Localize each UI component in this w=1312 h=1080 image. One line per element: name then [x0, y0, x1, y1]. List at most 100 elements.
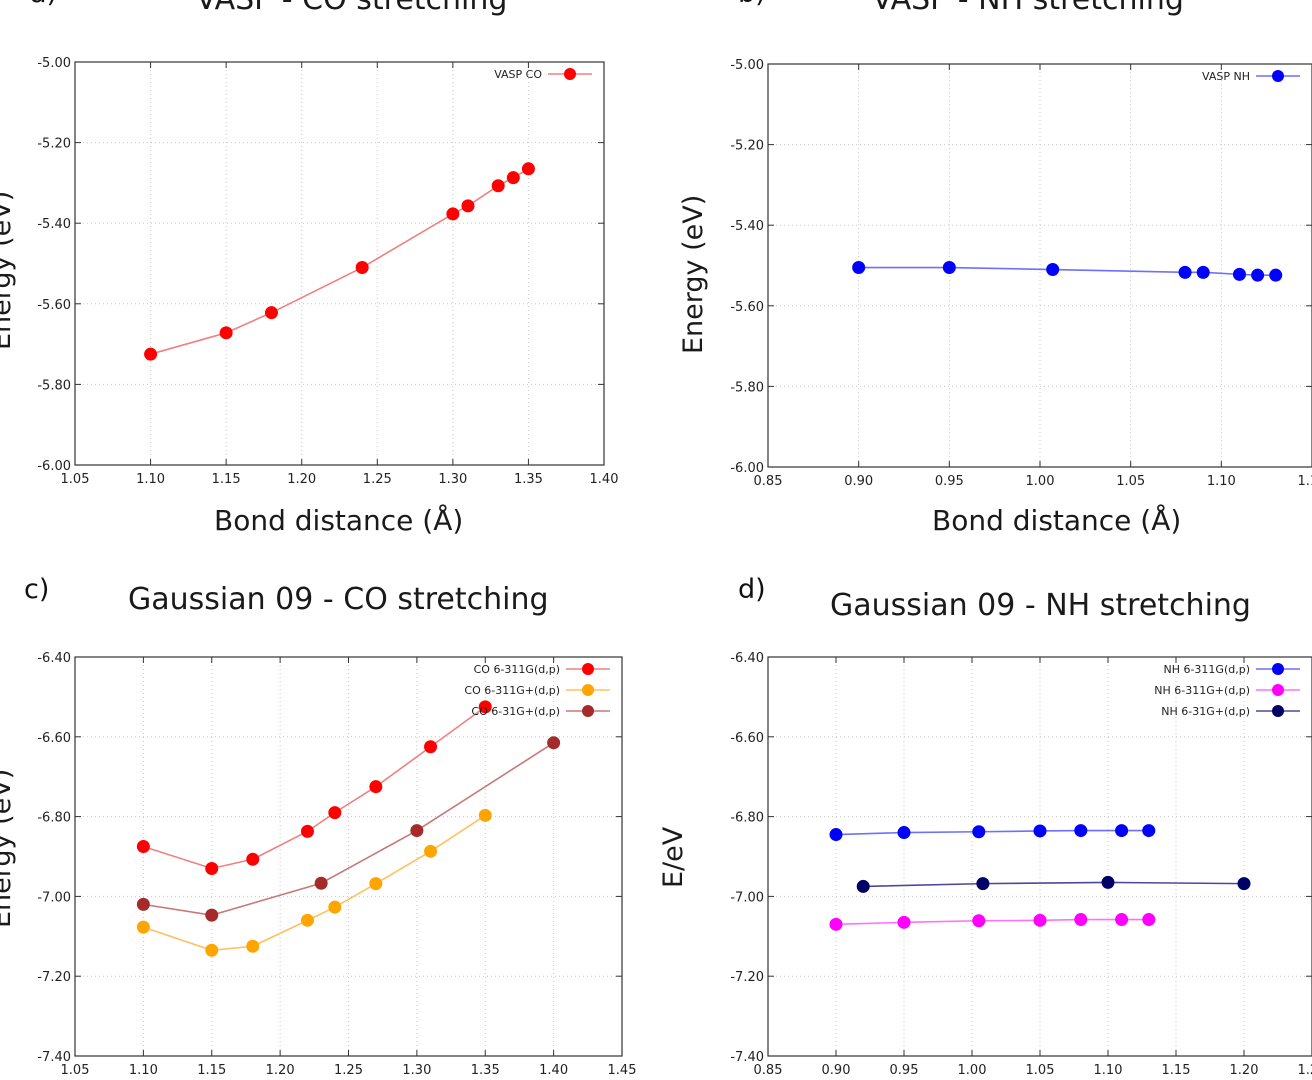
data-point	[410, 824, 424, 838]
series-line	[863, 881, 1245, 888]
y-tick-label: -7.20	[37, 970, 71, 985]
x-tick-label: 0.95	[890, 1063, 919, 1078]
legend-marker	[564, 68, 576, 80]
y-tick-label: -7.40	[730, 1050, 764, 1065]
data-point	[314, 876, 328, 890]
data-point	[506, 171, 520, 185]
series-line	[835, 918, 1149, 926]
data-point	[491, 179, 505, 193]
x-tick-label: 1.10	[136, 472, 165, 487]
chart-c: 1.05 1.10 1.15 1.20 1.25 1.30 1.35 1.40 1.45 -6.4…	[37, 651, 636, 1078]
data-point	[1232, 267, 1246, 281]
y-tick-label: -7.40	[37, 1050, 71, 1065]
data-point	[205, 908, 219, 922]
legend-marker	[582, 684, 594, 696]
series-line	[150, 168, 529, 355]
x-tick-label: 1.45	[608, 1063, 637, 1078]
legend-label: CO 6-311G(d,p)	[474, 663, 560, 676]
legend-label: NH 6-311G+(d,p)	[1154, 684, 1250, 697]
y-tick-label: -6.00	[730, 461, 764, 476]
data-point	[424, 740, 438, 754]
x-tick-label: 1.40	[539, 1063, 568, 1078]
data-point	[1033, 913, 1047, 927]
series-nh-6-311g-d-p-	[829, 913, 1156, 931]
x-tick-label: 1.30	[402, 1063, 431, 1078]
y-tick-label: -7.20	[730, 970, 764, 985]
panel-label-a: a)	[30, 0, 57, 9]
x-tick-label: 1.05	[61, 472, 90, 487]
legend-marker	[1272, 705, 1284, 717]
series-co-6-31g-d-p-	[136, 736, 561, 922]
data-point	[424, 844, 438, 858]
data-point	[829, 917, 843, 931]
data-point	[136, 840, 150, 854]
data-point	[1074, 824, 1088, 838]
data-point	[897, 915, 911, 929]
data-point	[1251, 268, 1265, 282]
chart-a: 1.05 1.10 1.15 1.20 1.25 1.30 1.35 1.40 -5.00 -5.…	[37, 56, 618, 487]
series-line	[858, 266, 1276, 276]
chart-title-a: VASP - CO stretching	[196, 0, 507, 17]
x-axis-label-a: Bond distance (Å)	[214, 504, 464, 537]
data-point	[264, 306, 278, 320]
panel-label-b: b)	[738, 0, 766, 9]
y-tick-label: -5.80	[37, 378, 71, 393]
data-point	[972, 825, 986, 839]
data-point	[246, 852, 260, 866]
x-tick-label: 1.20	[287, 472, 316, 487]
data-point	[136, 920, 150, 934]
plot-frame	[74, 61, 605, 466]
data-point	[897, 826, 911, 840]
data-point	[478, 700, 492, 714]
data-point	[369, 877, 383, 891]
x-tick-label: 1.05	[1116, 474, 1145, 489]
data-point	[355, 261, 369, 275]
series-line	[835, 829, 1149, 836]
y-tick-label: -6.40	[37, 651, 71, 666]
data-point	[521, 162, 535, 176]
data-point	[829, 828, 843, 842]
data-point	[461, 199, 475, 213]
x-tick-label: 1.25	[1298, 1063, 1312, 1078]
data-point	[300, 824, 314, 838]
series-vasp-nh	[852, 261, 1283, 282]
chart-title-c: Gaussian 09 - CO stretching	[128, 582, 549, 617]
data-point	[1074, 913, 1088, 927]
y-tick-label: -6.80	[37, 811, 71, 826]
data-point	[1142, 913, 1156, 927]
legend-marker	[582, 705, 594, 717]
data-point	[136, 897, 150, 911]
chart-title-d: Gaussian 09 - NH stretching	[830, 588, 1251, 623]
data-point	[1196, 265, 1210, 279]
x-axis-label-b: Bond distance (Å)	[932, 504, 1182, 537]
y-tick-label: -6.00	[37, 459, 71, 474]
series-line	[143, 706, 486, 870]
legend-label: VASP CO	[494, 68, 542, 81]
data-point	[1178, 265, 1192, 279]
y-tick-label: -5.40	[37, 217, 71, 232]
data-point	[328, 806, 342, 820]
x-tick-label: 1.40	[590, 472, 619, 487]
series-nh-6-31g-d-p-	[856, 875, 1251, 893]
series-vasp-co	[144, 162, 535, 361]
x-tick-label: 1.15	[212, 472, 241, 487]
legend-label: VASP NH	[1202, 70, 1250, 83]
y-tick-label: -6.40	[730, 651, 764, 666]
y-tick-label: -5.00	[730, 58, 764, 73]
panel-label-d: d)	[738, 574, 766, 605]
data-point	[1115, 824, 1129, 838]
x-tick-label: 1.05	[1026, 1063, 1055, 1078]
legend-marker	[582, 663, 594, 675]
data-point	[1142, 824, 1156, 838]
y-tick-label: -6.80	[730, 811, 764, 826]
x-tick-label: 1.35	[514, 472, 543, 487]
x-tick-label: 0.90	[844, 474, 873, 489]
data-point	[1269, 268, 1283, 282]
x-tick-label: 1.15	[1298, 474, 1312, 489]
y-tick-label: -7.00	[730, 890, 764, 905]
x-tick-label: 0.90	[822, 1063, 851, 1078]
series-nh-6-311g-d-p-	[829, 824, 1156, 842]
data-point	[328, 900, 342, 914]
x-tick-label: 1.05	[61, 1063, 90, 1078]
